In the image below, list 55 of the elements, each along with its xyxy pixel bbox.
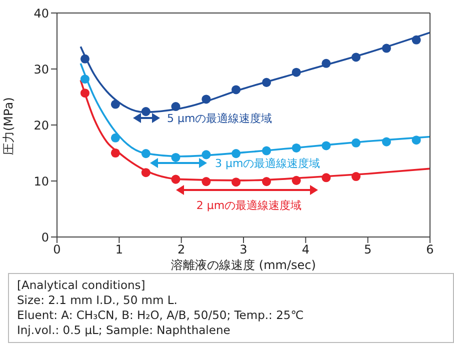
point (110, 100, 120, 109)
x-tick-label: 0 (53, 242, 61, 257)
y-tick-label: 40 (34, 6, 49, 20)
y-tick-label: 20 (34, 118, 49, 132)
text: [Analytical conditions] (17, 278, 146, 293)
y-axis-title: 圧力(MPa) (1, 97, 16, 155)
point (292, 143, 301, 152)
point (352, 138, 361, 148)
point (322, 141, 331, 150)
annotation: 3 µmの最適線速度域 (215, 157, 320, 170)
text: Inj.vol.: 0.5 µL; Sample: Naphthalene (17, 323, 232, 338)
point (322, 58, 331, 68)
point (110, 148, 120, 158)
point (292, 176, 301, 185)
x-tick-label: 4 (302, 242, 310, 257)
point (202, 94, 211, 104)
point (352, 52, 361, 62)
x-tick-label: 6 (426, 242, 434, 257)
point (202, 150, 211, 160)
x-tick-label: 3 (240, 242, 248, 257)
text: Eluent: A: CH₃CN, B: H₂O, A/B, 50/50; Temp.: 25℃ (17, 308, 305, 323)
point (262, 146, 272, 156)
point (141, 149, 150, 158)
point (141, 168, 150, 178)
point (141, 107, 150, 116)
point (412, 136, 421, 145)
point (262, 78, 272, 87)
point (352, 172, 361, 182)
x-tick-label: 5 (364, 242, 372, 257)
annotation: 5 µmの最適線速度域 (167, 112, 272, 125)
y-tick-label: 10 (34, 174, 49, 188)
point (80, 88, 90, 98)
x-axis-title: 溶離液の線速度 (mm/sec) (171, 258, 316, 272)
point (292, 68, 301, 77)
point (202, 177, 211, 186)
point (382, 44, 391, 53)
point (171, 102, 180, 112)
point (262, 177, 272, 186)
text: Size: 2.1 mm I.D., 50 mm L. (17, 293, 178, 308)
y-tick-label: 30 (34, 62, 49, 76)
point (232, 85, 241, 94)
point (412, 35, 421, 44)
point (80, 54, 90, 64)
point (110, 133, 120, 142)
x-tick-label: 1 (115, 242, 123, 257)
y-tick-label: 0 (41, 230, 49, 244)
point (171, 174, 180, 184)
point (232, 149, 241, 158)
x-tick-label: 2 (178, 242, 186, 257)
point (171, 152, 180, 162)
annotation: 2 µmの最適線速度域 (196, 199, 302, 212)
point (80, 74, 90, 84)
point (232, 178, 241, 187)
point (322, 173, 331, 182)
point (382, 137, 391, 146)
